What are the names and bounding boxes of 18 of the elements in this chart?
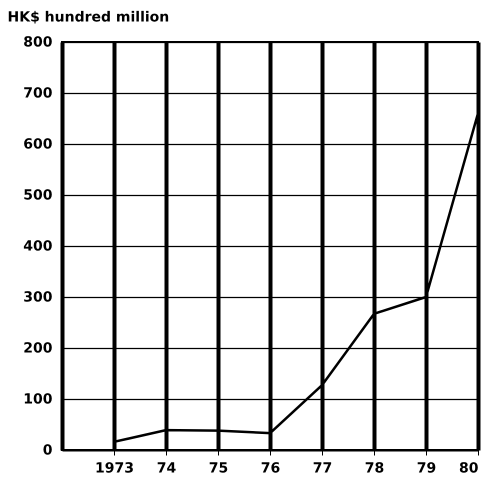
y-axis-title: HK$ hundred million [8, 10, 170, 26]
y-tick-label: 300 [23, 290, 53, 306]
x-tick-label: 78 [364, 460, 384, 476]
y-tick-label: 700 [23, 86, 53, 102]
x-tick-label: 79 [416, 460, 436, 476]
y-tick-label: 400 [23, 238, 53, 254]
x-tick-label: 80 [459, 460, 479, 476]
y-tick-label: 100 [23, 392, 53, 408]
y-tick-label: 0 [42, 442, 53, 458]
y-tick-label: 800 [23, 34, 53, 50]
x-tick-label: 76 [260, 460, 280, 476]
x-tick-label: 77 [312, 460, 332, 476]
y-tick-label: 600 [23, 136, 53, 152]
y-tick-label: 500 [23, 188, 53, 204]
x-tick-label: 1973 [95, 460, 134, 476]
y-tick-label: 200 [23, 340, 53, 356]
x-tick-label: 74 [156, 460, 176, 476]
x-tick-label: 75 [208, 460, 228, 476]
